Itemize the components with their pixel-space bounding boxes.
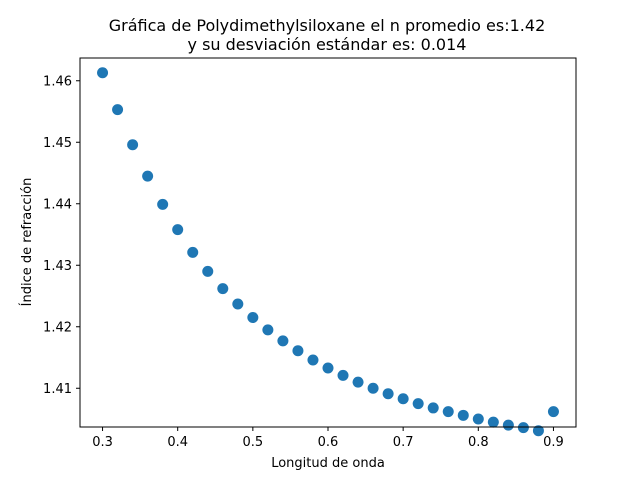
y-tick-label: 1.43 — [43, 259, 72, 274]
scatter-point — [292, 345, 304, 357]
scatter-point — [472, 413, 484, 425]
x-tick-label: 0.9 — [543, 435, 564, 450]
scatter-point — [277, 335, 289, 347]
scatter-point — [247, 312, 259, 324]
scatter-point — [412, 398, 424, 410]
x-tick-label: 0.6 — [318, 435, 339, 450]
y-axis: 1.41 1.42 1.43 1.44 1.45 1.46 — [43, 74, 80, 397]
scatter-point — [397, 393, 409, 405]
y-tick-label: 1.45 — [43, 136, 72, 151]
scatter-point — [367, 382, 379, 394]
scatter-point — [322, 362, 334, 374]
x-tick-label: 0.3 — [92, 435, 113, 450]
scatter-point — [172, 224, 184, 236]
y-axis-label: Índice de refracción — [19, 178, 35, 307]
scatter-point — [202, 265, 214, 277]
scatter-point — [442, 406, 454, 418]
scatter-point — [487, 416, 499, 428]
scatter-point — [127, 139, 139, 151]
scatter-points — [97, 67, 559, 437]
x-axis: 0.3 0.4 0.5 0.6 0.7 0.8 0.9 — [92, 427, 564, 450]
x-tick-label: 0.7 — [393, 435, 414, 450]
scatter-point — [262, 324, 274, 336]
scatter-point — [232, 298, 244, 310]
scatter-point — [112, 104, 124, 116]
scatter-point — [517, 422, 529, 434]
x-tick-label: 0.8 — [468, 435, 489, 450]
scatter-point — [457, 409, 469, 421]
x-axis-label: Longitud de onda — [271, 456, 385, 471]
y-tick-label: 1.46 — [43, 74, 72, 89]
scatter-point — [502, 419, 514, 431]
chart-title: Gráfica de Polydimethylsiloxane el n pro… — [109, 16, 546, 35]
scatter-point — [337, 369, 349, 381]
scatter-point — [532, 425, 544, 437]
scatter-point — [187, 246, 199, 258]
chart-subtitle: y su desviación estándar es: 0.014 — [188, 35, 467, 54]
scatter-point — [142, 170, 154, 182]
scatter-point — [97, 67, 109, 79]
scatter-point — [307, 354, 319, 366]
scatter-point — [382, 388, 394, 400]
scatter-point — [352, 376, 364, 388]
y-tick-label: 1.44 — [43, 197, 72, 212]
scatter-point — [157, 198, 169, 210]
y-tick-label: 1.42 — [43, 320, 72, 335]
x-tick-label: 0.4 — [167, 435, 188, 450]
scatter-point — [547, 406, 559, 418]
x-tick-label: 0.5 — [243, 435, 264, 450]
y-tick-label: 1.41 — [43, 382, 72, 397]
scatter-point — [217, 283, 229, 295]
scatter-point — [427, 402, 439, 414]
